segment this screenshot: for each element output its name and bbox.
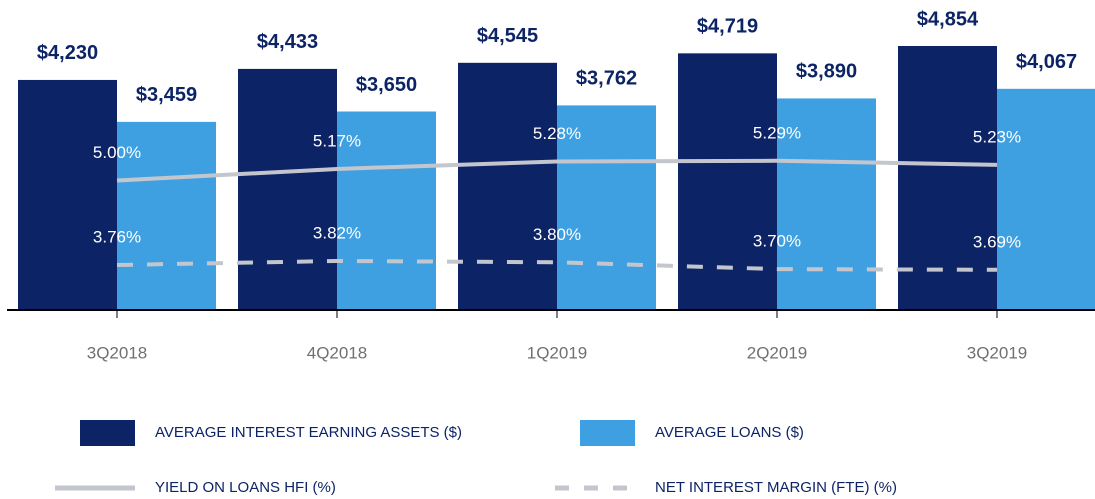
line-value-label: 5.23% [973,127,1021,146]
bar [238,68,337,311]
bar-value-label: $4,854 [917,8,979,30]
x-tick-label: 2Q2019 [747,343,808,362]
bar-value-label: $3,650 [356,74,417,96]
legend-swatch [580,420,635,446]
bar-value-label: $4,067 [1016,51,1077,73]
x-tick-label: 4Q2018 [307,343,368,362]
line-value-label: 3.80% [533,225,581,244]
bar [997,88,1095,310]
line-value-label: 5.28% [533,124,581,143]
bar [557,105,656,311]
bar [678,53,777,310]
bar-value-label: $3,762 [576,68,637,90]
bar [117,121,216,311]
line-value-label: 5.00% [93,143,141,162]
legend-label: NET INTEREST MARGIN (FTE) (%) [655,479,897,496]
line-value-label: 3.82% [313,223,361,242]
bar [898,46,997,310]
bar [458,62,557,310]
bar [18,79,117,311]
x-tick-label: 1Q2019 [527,343,588,362]
line-value-label: 3.76% [93,228,141,247]
line-value-label: 5.29% [753,123,801,142]
legend-label: AVERAGE INTEREST EARNING ASSETS ($) [155,424,462,441]
legend-label: AVERAGE LOANS ($) [655,424,804,441]
line-value-label: 3.70% [753,232,801,251]
bar [337,111,436,310]
line-value-label: 3.69% [973,232,1021,251]
bar-value-label: $3,459 [136,84,197,106]
line [116,258,998,272]
bar-value-label: $4,719 [697,16,758,38]
bar-value-label: $3,890 [796,61,857,83]
legend-label: YIELD ON LOANS HFI (%) [155,479,336,496]
x-tick-label: 3Q2019 [967,343,1028,362]
bar-value-label: $4,545 [477,25,538,47]
legend-swatch [80,420,135,446]
line [116,158,998,183]
bar [777,98,876,310]
bar-value-label: $4,230 [37,42,98,64]
bar-value-label: $4,433 [257,31,318,53]
line-value-label: 5.17% [313,131,361,150]
x-tick-label: 3Q2018 [87,343,148,362]
